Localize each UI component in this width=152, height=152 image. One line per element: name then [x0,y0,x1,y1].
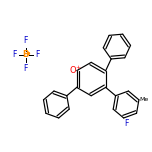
Text: F: F [24,36,28,45]
Text: Me: Me [140,97,149,102]
Text: F: F [124,119,129,128]
Text: F: F [24,64,28,73]
Text: +: + [76,65,81,70]
Text: F: F [12,50,16,59]
Text: O: O [69,66,76,75]
Text: F: F [35,50,40,59]
Text: B: B [23,50,29,59]
